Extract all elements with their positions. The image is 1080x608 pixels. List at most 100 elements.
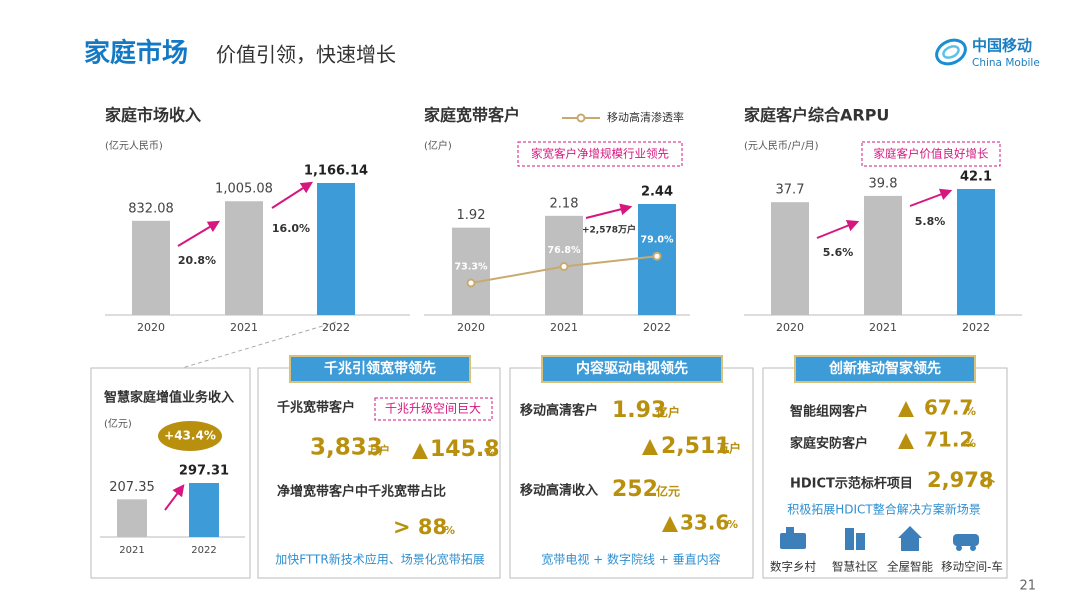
x-tick-label: 2020 [457,321,485,334]
legend-marker [576,113,586,123]
value-label: 2.18 [550,196,579,211]
badge-label: +43.4% [164,429,216,443]
up-triangle [412,443,428,459]
title-sub: 价值引领，快速增长 [216,43,396,67]
growth-arrow [177,220,221,247]
item-growth: 67.7 [924,396,973,420]
bar [132,220,170,315]
item-growth-unit: 万户 [716,441,741,456]
value-label: 2.44 [641,185,673,200]
scene-label: 智慧社区 [832,560,878,574]
item-value: 1.93 [612,398,666,423]
chart-unit: (亿元人民币) [105,139,163,152]
item-growth: 71.2 [924,428,973,452]
bar [225,201,263,315]
value-label: 1,005.08 [215,182,273,197]
bar [452,227,490,315]
title-main: 家庭市场 [84,38,188,69]
connector [181,321,337,369]
line-point [466,278,476,288]
panel-title: 创新推动智家领先 [828,360,941,377]
item-growth-unit: % [965,437,976,450]
value-label: 39.8 [869,176,898,191]
callout-box [861,141,1001,167]
x-tick-label: 2021 [869,321,897,334]
growth-label: 5.6% [823,246,854,259]
bar [957,189,995,315]
chart-title: 家庭宽带客户 [424,106,520,125]
x-tick-label: 2022 [191,545,216,556]
bar [117,499,147,537]
item-growth-unit: % [484,446,495,459]
value-label: 37.7 [776,183,805,198]
value-label: 207.35 [109,480,155,495]
item-growth-unit: % [965,405,976,418]
item-unit: % [444,524,455,537]
x-tick-label: 2020 [137,321,165,334]
x-tick-label: 2021 [230,321,258,334]
panel-footer: 积极拓展HDICT整合解决方案新场景 [787,502,981,517]
bar [864,195,902,315]
value-label: 1.92 [457,208,486,223]
chart-title: 家庭市场收入 [105,106,201,125]
item-growth-unit: % [727,518,738,531]
value-label: 297.31 [179,464,229,479]
item-unit: 个 [981,476,996,492]
badge [158,421,222,451]
bar [317,183,355,315]
growth-label: 16.0% [272,222,310,235]
callout: 家庭客户价值良好增长 [874,147,989,161]
line-label: 76.8% [548,245,581,256]
chart-title: 智慧家庭增值业务收入 [104,390,234,406]
chart-unit: (亿元) [104,417,132,430]
line-point [559,262,569,272]
item-label: HDICT示范标杆项目 [790,476,913,492]
item-unit: 亿元 [656,484,680,499]
item-value: 2,978 [927,468,993,492]
x-tick-label: 2021 [550,321,578,334]
item-unit: 万户 [367,443,390,457]
item-label: 移动高清客户 [520,403,598,419]
logo-en: China Mobile [972,57,1040,69]
item-tag: 千兆升级空间巨大 [385,402,481,416]
x-tick-label: 2022 [643,321,671,334]
value-label: 42.1 [960,170,992,185]
x-tick-label: 2021 [119,545,144,556]
growth-label: +2,578万户 [582,224,636,236]
item-value: 252 [612,477,658,502]
scene-label: 全屋智能 [887,560,933,574]
item-label: 千兆宽带客户 [277,400,355,416]
callout: 家宽客户净增规模行业领先 [531,147,669,161]
growth-arrow [271,181,314,209]
growth-label: 20.8% [178,254,216,267]
item-value: > 88 [393,515,447,539]
logo-cn: 中国移动 [972,37,1032,55]
frame [257,367,501,579]
item-label: 移动高清收入 [520,483,598,499]
callout-box [517,141,683,167]
up-triangle [898,401,914,417]
growth-arrow [909,188,953,207]
item-label: 净增宽带客户中千兆宽带占比 [277,484,446,500]
item-growth: 33.6 [680,511,729,535]
frame [90,367,251,579]
scene-label: 移动空间-车 [941,560,1003,574]
item-label: 智能组网客户 [790,404,868,420]
bar [771,202,809,315]
item-label: 家庭安防客户 [790,436,868,452]
growth-arrow [585,203,633,219]
item-growth: 145.8 [430,437,500,462]
panel-title: 内容驱动电视领先 [576,360,688,377]
item-growth: 2,511 [661,434,731,459]
up-triangle [898,433,914,449]
panel-footer: 宽带电视 + 数字院线 + 垂直内容 [541,552,720,567]
scene-label: 数字乡村 [770,560,816,574]
value-label: 1,166.14 [304,164,368,179]
growth-arrow [164,484,185,511]
page-number: 21 [1019,579,1036,594]
banner [794,355,976,383]
chart-title: 家庭客户综合ARPU [744,106,889,125]
banner [289,355,471,383]
growth-label: 5.8% [915,215,946,228]
